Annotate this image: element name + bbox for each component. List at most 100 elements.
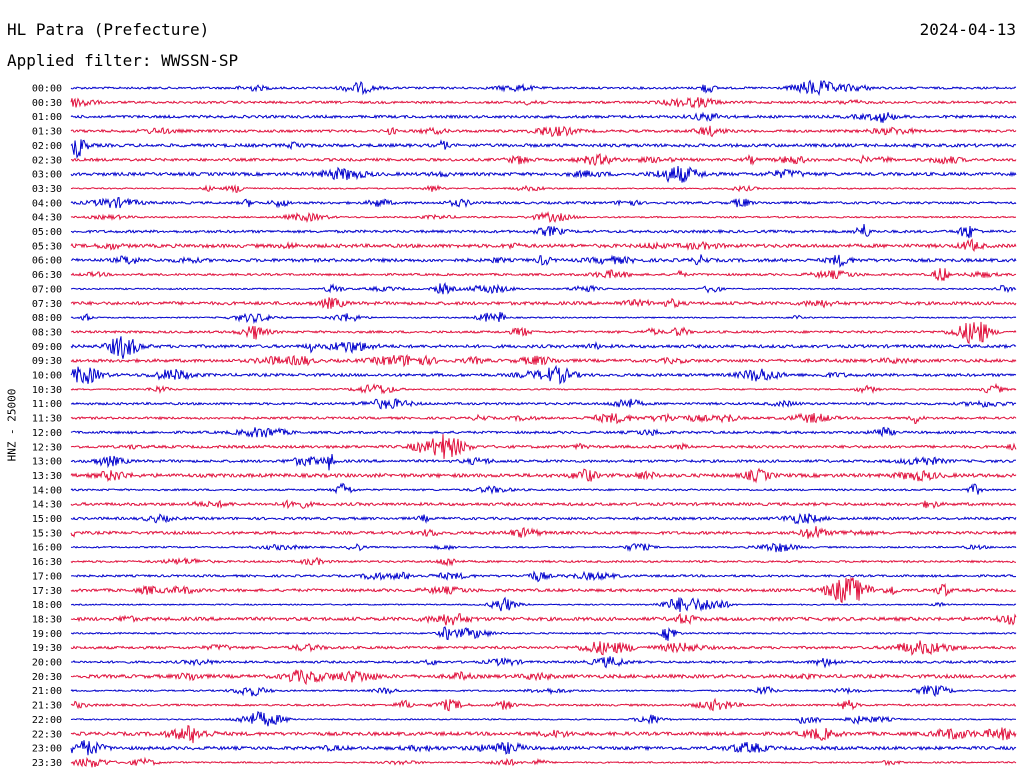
time-label: 23:00 [32, 744, 62, 755]
trace-line [70, 740, 1017, 756]
time-label: 19:00 [32, 629, 62, 640]
time-label: 00:30 [32, 98, 62, 109]
trace-line [71, 626, 1017, 641]
trace-line [70, 724, 1017, 744]
time-label: 06:30 [32, 270, 62, 281]
time-label: 21:00 [32, 686, 62, 697]
filter-label: Applied filter: WWSSN-SP [7, 51, 239, 70]
trace-line [70, 321, 1017, 345]
time-label: 13:30 [32, 471, 62, 482]
trace-line [70, 166, 1017, 183]
time-label: 17:30 [32, 586, 62, 597]
time-label: 18:30 [32, 614, 62, 625]
trace-line [70, 512, 1017, 525]
time-label: 17:00 [32, 571, 62, 582]
time-label: 00:00 [32, 84, 62, 95]
trace-line [70, 697, 1017, 712]
trace-line [70, 640, 1017, 656]
time-label: 07:00 [32, 284, 62, 295]
trace-line [70, 282, 1017, 295]
trace-line [70, 297, 1017, 309]
trace-line [70, 656, 1016, 669]
time-label: 04:30 [32, 213, 62, 224]
trace-line [70, 184, 1017, 193]
time-label: 14:00 [32, 485, 62, 496]
trace-line [70, 97, 1017, 109]
time-label: 23:30 [32, 758, 62, 769]
trace-line [70, 434, 1017, 459]
time-label: 11:30 [32, 414, 62, 425]
time-label: 01:30 [32, 127, 62, 138]
trace-line [70, 482, 1017, 495]
time-label: 03:30 [32, 184, 62, 195]
time-label: 12:30 [32, 442, 62, 453]
time-label: 03:00 [32, 170, 62, 181]
time-label: 11:00 [32, 399, 62, 410]
date-label: 2024-04-13 [919, 20, 1016, 39]
trace-line [70, 453, 1017, 471]
time-label: 16:00 [32, 543, 62, 554]
trace-line [70, 364, 1017, 385]
time-label: 15:30 [32, 528, 62, 539]
time-label: 12:00 [32, 428, 62, 439]
trace-line [70, 756, 1017, 768]
trace-line [70, 596, 1017, 613]
trace-line [70, 467, 1017, 484]
time-label: 15:00 [32, 514, 62, 525]
trace-line [70, 79, 1017, 97]
time-label: 04:00 [32, 198, 62, 209]
time-label: 22:30 [32, 729, 62, 740]
trace-line [70, 556, 1017, 567]
time-label: 10:00 [32, 371, 62, 382]
time-label: 09:30 [32, 356, 62, 367]
time-label: 07:30 [32, 299, 62, 310]
time-label: 01:00 [32, 112, 62, 123]
trace-line [70, 238, 1017, 252]
trace-line [70, 336, 1017, 359]
trace-line [70, 669, 1017, 686]
trace-line [70, 576, 1017, 604]
time-label: 02:30 [32, 155, 62, 166]
time-label: 10:30 [32, 385, 62, 396]
trace-line [70, 210, 1017, 224]
trace-line [70, 499, 1017, 510]
trace-line [70, 224, 1017, 239]
trace-line [70, 613, 1017, 626]
time-label: 06:00 [32, 256, 62, 267]
trace-line [70, 125, 1017, 138]
trace-line [71, 570, 1017, 583]
time-label: 20:30 [32, 672, 62, 683]
time-label: 08:30 [32, 327, 62, 338]
time-label: 08:00 [32, 313, 62, 324]
trace-line [70, 526, 1017, 539]
time-label: 14:30 [32, 500, 62, 511]
time-label: 02:00 [32, 141, 62, 152]
time-label: 05:30 [32, 241, 62, 252]
trace-line [70, 412, 1017, 425]
time-label: 19:30 [32, 643, 62, 654]
time-label: 22:00 [32, 715, 62, 726]
trace-line [70, 684, 1017, 698]
trace-line [70, 139, 1017, 159]
trace-line [70, 542, 1017, 553]
trace-line [70, 426, 1017, 438]
time-label: 20:00 [32, 658, 62, 669]
trace-line [70, 382, 1017, 395]
trace-line [70, 398, 1017, 410]
trace-line [70, 197, 1017, 209]
trace-line [70, 353, 1017, 368]
time-label: 13:00 [32, 457, 62, 468]
trace-line [70, 153, 1017, 167]
station-title: HL Patra (Prefecture) [7, 20, 210, 39]
trace-line [70, 311, 1017, 325]
trace-line [70, 254, 1017, 268]
time-label: 16:30 [32, 557, 62, 568]
trace-line [70, 710, 1017, 727]
time-label: 09:00 [32, 342, 62, 353]
trace-line [70, 111, 1017, 123]
time-label: 05:00 [32, 227, 62, 238]
time-label: 21:30 [32, 701, 62, 712]
time-label: 18:00 [32, 600, 62, 611]
trace-line [70, 268, 1017, 282]
